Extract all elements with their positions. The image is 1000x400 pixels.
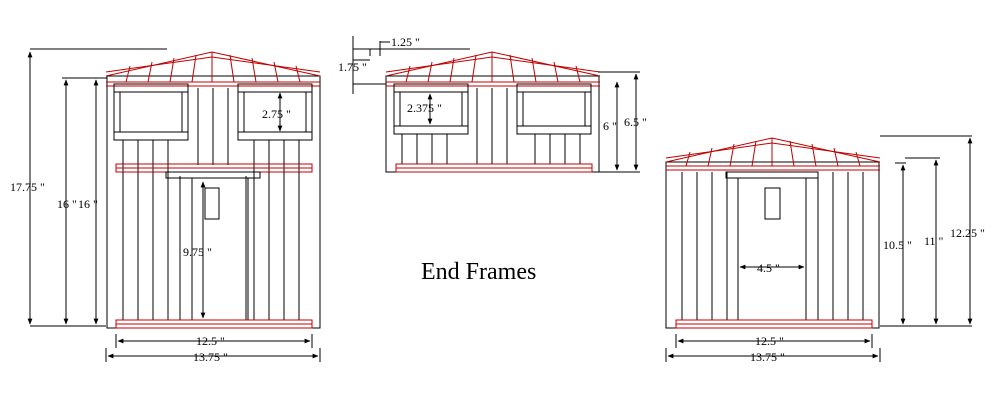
dim-right-inner-width: 12.5 " xyxy=(755,334,784,348)
top-window-right xyxy=(516,83,592,135)
right-door xyxy=(725,171,819,321)
dim-top-roof-offset: 1.25 " xyxy=(391,35,420,49)
diagram-title: End Frames xyxy=(421,259,536,285)
dim-top-wall-a: 6 " xyxy=(603,119,617,133)
dim-right-door-width: 4.5 " xyxy=(757,261,780,275)
left-end-frame: 17.75 " 16 " 16 " 2.75 " 9.75 " 12.5 " 1… xyxy=(10,48,321,364)
left-window-right xyxy=(237,83,313,141)
dim-top-wall-b: 6.5 " xyxy=(624,115,647,129)
dim-left-window-height: 2.75 " xyxy=(262,107,291,121)
right-studs xyxy=(681,172,864,320)
dim-left-outer-width: 13.75 " xyxy=(193,350,228,364)
dim-top-window-height: 2.375 " xyxy=(407,101,442,115)
dim-right-height-a: 10.5 " xyxy=(883,238,912,252)
left-window-left xyxy=(113,83,189,141)
right-end-frame: 4.5 " 10.5 " 11 " 12.25 " 12.5 " 13.75 " xyxy=(665,135,985,364)
dim-left-inner-width: 12.5 " xyxy=(196,334,225,348)
top-end-frame: 1.25 " 1.75 " 2.375 " 6 " 6.5 " xyxy=(338,35,647,173)
top-roof xyxy=(385,51,601,87)
right-roof xyxy=(665,137,881,171)
dim-left-stud-b: 16 " xyxy=(78,197,98,211)
right-wall-outline xyxy=(665,161,880,329)
dim-left-door-height: 9.75 " xyxy=(183,245,212,259)
dim-right-outer-width: 13.75 " xyxy=(750,350,785,364)
left-roof xyxy=(105,51,321,87)
top-studs xyxy=(401,88,581,164)
dim-left-stud-a: 16 " xyxy=(57,197,77,211)
dim-left-wall-height: 17.75 " xyxy=(10,180,45,194)
left-studs xyxy=(122,88,300,320)
dim-right-height-b: 11 " xyxy=(924,234,944,248)
top-window-left xyxy=(393,83,469,135)
dim-top-roof-rise: 1.75 " xyxy=(338,60,367,74)
dim-right-height-c: 12.25 " xyxy=(950,226,985,240)
